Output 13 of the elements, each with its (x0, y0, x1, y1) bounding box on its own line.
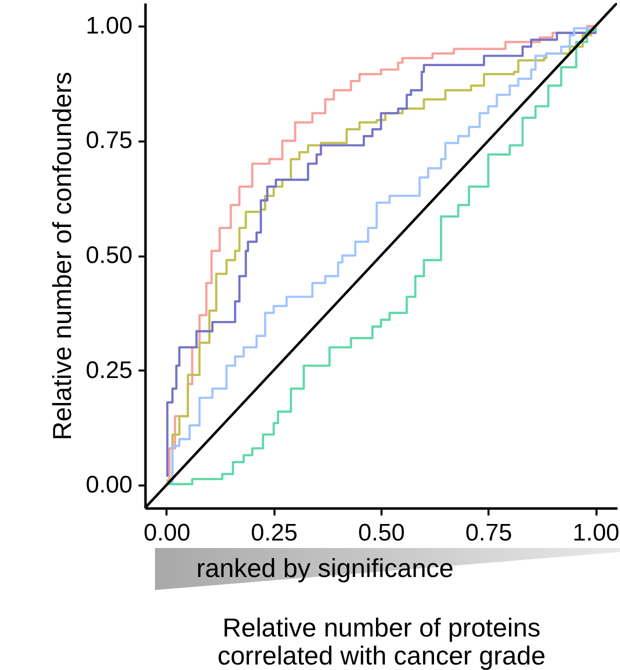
x-tick-label: 1.00 (572, 520, 620, 546)
x-tick-label: 0.75 (465, 520, 512, 546)
x-tick-label: 0.00 (144, 520, 190, 546)
y-axis-title: Relative number of confounders (46, 72, 77, 440)
x-axis-title: Relative number of proteins correlated with cancer grade (217, 612, 546, 670)
x-tick-label: 0.50 (358, 520, 405, 546)
y-tick-label: 0.25 (86, 356, 132, 384)
y-tick-label: 0.00 (86, 472, 132, 499)
text: ranked by significance (195, 553, 455, 584)
x-tick-label: 0.25 (250, 520, 298, 546)
y-tick-label: 0.75 (86, 127, 132, 154)
y-tick-label: 0.50 (86, 242, 132, 269)
y-tick-label: 1.00 (86, 12, 132, 40)
